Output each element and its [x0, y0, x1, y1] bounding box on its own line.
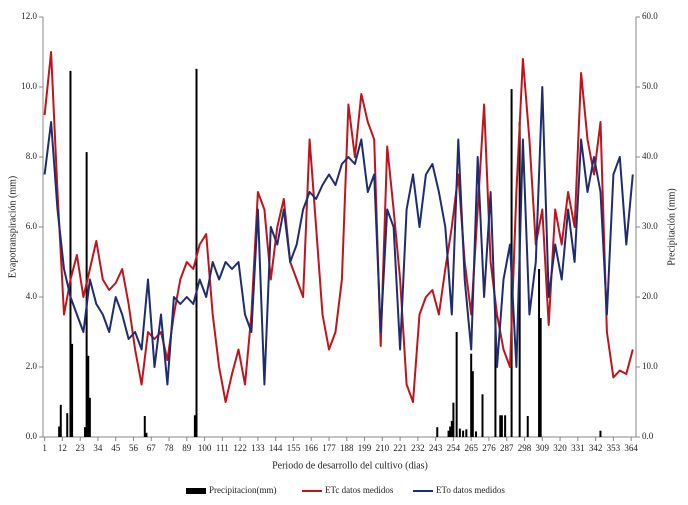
x-tick-label: 254: [447, 443, 461, 453]
precip-bar: [84, 427, 87, 437]
x-tick-label: 331: [571, 443, 585, 453]
x-tick-label: 188: [340, 443, 354, 453]
precip-bar: [69, 70, 72, 438]
x-tick-label: 56: [129, 443, 139, 453]
x-tick-label: 320: [553, 443, 567, 453]
precip-bar: [66, 413, 69, 437]
y-tick-label: 6.0: [26, 221, 38, 231]
x-tick-label: 144: [269, 443, 283, 453]
precip-bar: [87, 355, 90, 437]
x-tick-label: 353: [607, 443, 621, 453]
precip-bar: [85, 152, 88, 437]
y-tick-label: 4.0: [26, 291, 38, 301]
x-tick-label: 166: [304, 443, 318, 453]
precip-bar: [458, 428, 461, 437]
legend-label: ETo datos medidos: [436, 485, 505, 495]
precip-bar: [494, 306, 497, 437]
precip-bar: [193, 415, 196, 437]
precip-bar: [447, 430, 450, 437]
y2-tick-label: 10.0: [642, 361, 658, 371]
precip-bar: [465, 429, 468, 437]
precip-bar: [539, 318, 542, 437]
y-tick-label: 0.0: [26, 431, 38, 441]
x-tick-label: 45: [111, 443, 121, 453]
y2-tick-label: 50.0: [642, 81, 658, 91]
x-tick-label: 122: [233, 443, 247, 453]
x-tick-label: 155: [287, 443, 301, 453]
x-tick-label: 133: [251, 443, 265, 453]
x-tick-label: 265: [464, 443, 478, 453]
y-tick-label: 10.0: [21, 81, 37, 91]
x-tick-label: 309: [536, 443, 550, 453]
precip-bar: [462, 430, 465, 437]
y-tick-label: 12.0: [21, 11, 37, 21]
x-tick-label: 1: [42, 443, 47, 453]
x-axis-label: Periodo de desarrollo del cultivo (dias): [272, 460, 428, 471]
x-tick-label: 199: [358, 443, 372, 453]
y2-tick-label: 40.0: [642, 151, 658, 161]
precip-bar: [145, 432, 148, 437]
precip-bar: [475, 431, 478, 437]
precip-bar: [143, 416, 146, 437]
precip-bar: [71, 343, 74, 437]
precip-bar: [538, 269, 541, 437]
legend-label: ETc datos medidos: [325, 485, 394, 495]
series-line: [43, 86, 634, 386]
x-tick-label: 67: [147, 443, 157, 453]
precip-bar: [88, 397, 91, 437]
legend-label: Precipitacion(mm): [209, 485, 276, 495]
x-tick-label: 89: [182, 443, 192, 453]
x-tick-label: 23: [76, 443, 86, 453]
y-tick-label: 8.0: [26, 151, 38, 161]
precip-bar: [499, 415, 502, 437]
x-tick-label: 243: [429, 443, 443, 453]
x-tick-label: 210: [376, 443, 390, 453]
precip-bar: [59, 404, 62, 437]
x-tick-label: 342: [589, 443, 603, 453]
y-axis-label: Evapotranspiración (mm): [7, 176, 18, 278]
y2-tick-label: 30.0: [642, 221, 658, 231]
precip-bar: [452, 402, 455, 437]
y-tick-label: 2.0: [26, 361, 38, 371]
x-tick-label: 34: [93, 443, 103, 453]
precip-bar: [58, 426, 61, 437]
precip-bar: [500, 415, 503, 437]
precip-bar: [449, 426, 452, 437]
precip-bar: [436, 427, 439, 437]
precip-bar: [450, 420, 453, 437]
y2-tick-label: 20.0: [642, 291, 658, 301]
x-tick-label: 78: [165, 443, 175, 453]
x-tick-label: 287: [500, 443, 514, 453]
x-tick-label: 364: [624, 443, 638, 453]
x-tick-label: 276: [482, 443, 496, 453]
x-tick-label: 111: [216, 443, 229, 453]
x-tick-label: 232: [411, 443, 425, 453]
y2-tick-label: 0.0: [642, 431, 654, 441]
y2-tick-label: 60.0: [642, 11, 658, 21]
precip-bar: [470, 353, 473, 437]
precip-bar: [504, 415, 507, 437]
x-tick-label: 221: [393, 443, 407, 453]
precip-bar: [526, 416, 529, 437]
precip-bar: [455, 332, 458, 437]
precip-bar: [481, 394, 484, 437]
precip-bar: [471, 371, 474, 437]
x-tick-label: 12: [58, 443, 67, 453]
x-tick-label: 177: [322, 443, 336, 453]
precip-bar: [599, 430, 602, 437]
series-line: [43, 51, 634, 403]
legend-swatch: [186, 488, 206, 494]
x-tick-label: 100: [198, 443, 212, 453]
y2-axis-label: Precipitación (mm): [666, 188, 677, 265]
x-tick-label: 298: [518, 443, 532, 453]
